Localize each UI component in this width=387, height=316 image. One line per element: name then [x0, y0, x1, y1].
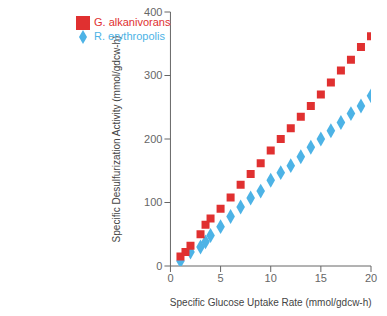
svg-text:0: 0	[156, 260, 162, 272]
svg-text:300: 300	[144, 69, 162, 81]
svg-text:10: 10	[265, 272, 277, 284]
html-text:R. erythropolis: R. erythropolis	[94, 30, 165, 43]
html-text:G. alkanivorans: G. alkanivorans	[94, 16, 171, 28]
svg-text:Specific Glucose Uptake Rate (: Specific Glucose Uptake Rate (mmol/gdcw-…	[170, 297, 372, 308]
svg-text:Specific Desulfurization Activ: Specific Desulfurization Activity (mmol/…	[111, 36, 122, 243]
svg-text:20: 20	[365, 272, 377, 284]
svg-text:15: 15	[315, 272, 327, 284]
svg-text:5: 5	[218, 272, 224, 284]
svg-text:200: 200	[144, 133, 162, 145]
svg-text:100: 100	[144, 196, 162, 208]
svg-text:400: 400	[144, 6, 162, 18]
svg-text:0: 0	[167, 272, 173, 284]
